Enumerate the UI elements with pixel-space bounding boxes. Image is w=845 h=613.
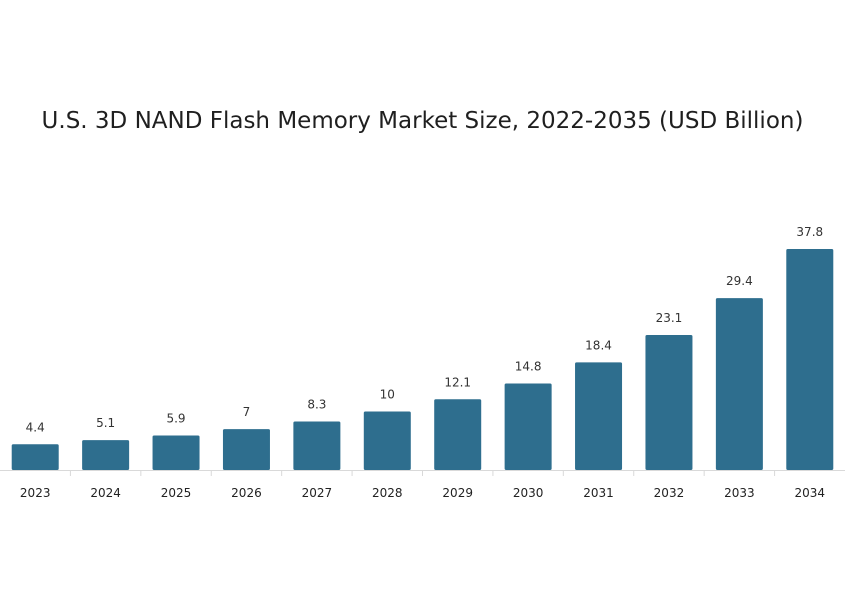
data-label-2033: 29.4 xyxy=(726,274,753,288)
bars-group xyxy=(11,249,834,470)
x-tick-label-2027: 2027 xyxy=(302,486,333,500)
bar-2030 xyxy=(504,383,552,470)
chart-title: U.S. 3D NAND Flash Memory Market Size, 2… xyxy=(41,108,804,134)
bar-2032 xyxy=(645,334,693,470)
x-axis-ticks xyxy=(69,470,776,476)
data-label-2030: 14.8 xyxy=(515,359,542,373)
data-label-2029: 12.1 xyxy=(444,375,471,389)
x-tick-label-2031: 2031 xyxy=(583,486,614,500)
data-labels-group: 4.4 5.1 5.9 7 8.3 10 12.1 14.8 18.4 23.1 29.4 37.8 xyxy=(26,225,823,434)
x-tick-label-2024: 2024 xyxy=(90,486,121,500)
data-label-2031: 18.4 xyxy=(585,338,612,352)
x-tick-labels-group: 2023 2024 2025 2026 2027 2028 2029 2030 2031 2032… xyxy=(20,486,825,500)
x-tick-label-2026: 2026 xyxy=(231,486,262,500)
data-label-2024: 5.1 xyxy=(96,416,115,430)
x-tick-label-2032: 2032 xyxy=(654,486,685,500)
bar-2023 xyxy=(11,444,59,470)
bar-2033 xyxy=(715,298,763,470)
x-tick-label-2028: 2028 xyxy=(372,486,403,500)
data-label-2026: 7 xyxy=(243,405,251,419)
x-tick-label-2030: 2030 xyxy=(513,486,544,500)
bar-2025 xyxy=(152,435,200,470)
bar-2024 xyxy=(82,440,130,470)
bar-2034 xyxy=(786,249,834,470)
data-label-2025: 5.9 xyxy=(166,412,185,426)
data-label-2032: 23.1 xyxy=(656,311,683,325)
x-tick-label-2023: 2023 xyxy=(20,486,51,500)
bar-2028 xyxy=(363,411,411,470)
data-label-2034: 37.8 xyxy=(796,225,823,239)
x-tick-label-2029: 2029 xyxy=(442,486,473,500)
x-tick-label-2033: 2033 xyxy=(724,486,755,500)
data-label-2027: 8.3 xyxy=(307,397,326,411)
bar-2029 xyxy=(434,399,482,470)
bar-2026 xyxy=(222,429,270,470)
data-label-2023: 4.4 xyxy=(26,420,45,434)
x-tick-label-2034: 2034 xyxy=(795,486,826,500)
bar-2027 xyxy=(293,421,341,470)
bar-2031 xyxy=(575,362,623,470)
data-label-2028: 10 xyxy=(380,388,395,402)
x-tick-label-2025: 2025 xyxy=(161,486,192,500)
